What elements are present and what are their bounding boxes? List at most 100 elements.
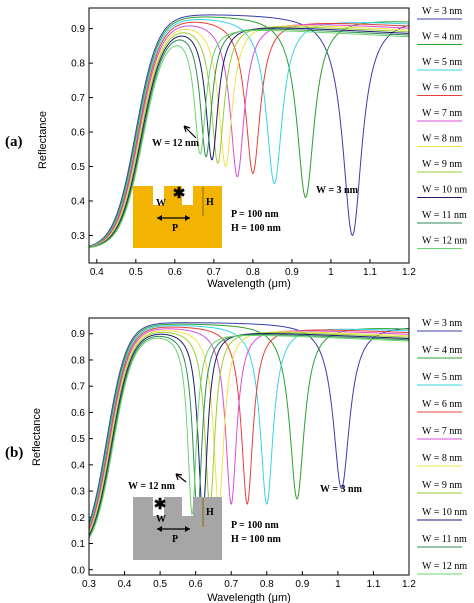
series-line (88, 334, 410, 539)
panel-b-w3-label: W = 3 nm (320, 484, 363, 495)
legend-label: W = 7 nm (422, 426, 462, 437)
legend-label: W = 9 nm (422, 480, 462, 491)
legend-label: W = 5 nm (422, 372, 462, 383)
panel-a-curves (88, 14, 410, 249)
x-tick-label: 1 (328, 267, 334, 278)
panel-b-label: (b) (5, 445, 23, 461)
panel-a-w12-arrow (183, 125, 197, 139)
panel-a: (a) Reflectance Wavelength (μm) 0.4 0.5 0.… (5, 6, 467, 290)
legend-label: W = 12 nm (422, 236, 467, 247)
panel-b-period-text: P = 100 nm (231, 520, 279, 531)
panel-b-inset-h-label: H (206, 507, 214, 518)
x-tick-label: 1.1 (366, 579, 380, 590)
panel-a-star-marker: ✱ (173, 186, 186, 202)
y-tick-label: 0.6 (71, 128, 85, 139)
series-line (88, 326, 410, 530)
x-tick-label: 0.8 (260, 579, 274, 590)
x-tick-label: 0.8 (246, 267, 260, 278)
series-line (88, 29, 410, 249)
x-tick-label: 0.9 (285, 267, 299, 278)
series-line (88, 25, 410, 248)
legend-label: W = 7 nm (422, 108, 462, 119)
panel-b-x-axis-label: Wavelength (μm) (207, 592, 291, 603)
panel-b-star-marker: ✱ (154, 497, 167, 513)
panel-b-ticks: 0.3 0.4 0.5 0.6 0.7 0.8 0.9 1 1.1 1.2 0.0 0.1 0.2 0.3… (71, 329, 416, 590)
series-line (88, 325, 410, 528)
panel-a-w3-label: W = 3 nm (316, 185, 359, 196)
series-line (88, 28, 410, 249)
panel-a-grating-shape (133, 186, 222, 248)
series-line (88, 322, 410, 524)
panel-b-plot-frame (88, 317, 410, 576)
x-tick-label: 0.5 (129, 267, 143, 278)
panel-a-ticks: 0.4 0.5 0.6 0.7 0.8 0.9 1 1.1 1.2 0.3 0.4 0.5 0.6 0.7… (71, 24, 416, 278)
x-tick-label: 0.9 (295, 579, 309, 590)
series-line (88, 328, 410, 532)
y-tick-label: 0.4 (71, 196, 85, 207)
y-tick-label: 0.2 (71, 513, 85, 524)
panel-b: (b) Reflectance Wavelength (μm) 0.3 0.4 0.… (5, 317, 467, 603)
y-tick-label: 0.8 (71, 355, 85, 366)
panel-b-w12-arrow (175, 473, 187, 483)
legend-label: W = 6 nm (422, 399, 462, 410)
y-tick-label: 0.6 (71, 408, 85, 419)
y-tick-label: 0.3 (71, 231, 85, 242)
panel-b-curves (88, 322, 410, 539)
series-line (88, 16, 410, 247)
legend-label: W = 9 nm (422, 159, 462, 170)
legend-label: W = 3 nm (422, 6, 462, 17)
legend-label: W = 10 nm (422, 507, 467, 518)
legend-label: W = 10 nm (422, 185, 467, 196)
panel-b-inset-structure: ✱ W H P (133, 497, 222, 560)
legend-label: W = 8 nm (422, 134, 462, 145)
legend-label: W = 11 nm (422, 534, 467, 545)
panel-a-inset-h-label: H (206, 197, 214, 208)
panel-a-w12-label: W = 12 nm (152, 138, 200, 149)
y-tick-label: 0.7 (71, 382, 85, 393)
panel-b-inset-w-label: W (156, 514, 166, 525)
legend-label: W = 3 nm (422, 318, 462, 329)
legend-label: W = 12 nm (422, 561, 467, 572)
x-tick-label: 0.7 (207, 267, 221, 278)
series-line (88, 14, 410, 247)
panel-b-height-text: H = 100 nm (231, 534, 282, 545)
y-tick-label: 0.9 (71, 329, 85, 340)
panel-b-w12-label: W = 12 nm (128, 481, 176, 492)
y-tick-label: 0.4 (71, 460, 85, 471)
panel-b-y-axis-label: Reflectance (31, 408, 43, 466)
legend-label: W = 6 nm (422, 83, 462, 94)
x-tick-label: 1.1 (363, 267, 377, 278)
x-tick-label: 0.4 (90, 267, 104, 278)
legend-label: W = 8 nm (422, 453, 462, 464)
x-tick-label: 0.4 (118, 579, 132, 590)
series-line (88, 21, 410, 248)
legend-label: W = 4 nm (422, 32, 462, 43)
panel-a-label: (a) (5, 134, 23, 150)
x-tick-label: 0.3 (82, 579, 96, 590)
y-tick-label: 0.5 (71, 434, 85, 445)
x-tick-label: 0.6 (189, 579, 203, 590)
series-line (88, 333, 410, 537)
x-tick-label: 0.5 (153, 579, 167, 590)
legend-label: W = 5 nm (422, 57, 462, 68)
y-tick-label: 0.0 (71, 565, 85, 576)
panel-a-inset-w-label: W (156, 198, 166, 209)
panel-a-plot-frame (88, 7, 410, 264)
y-tick-label: 0.3 (71, 487, 85, 498)
legend-label: W = 11 nm (422, 210, 467, 221)
x-tick-label: 1.2 (402, 267, 416, 278)
panel-a-x-axis-label: Wavelength (μm) (207, 278, 291, 290)
series-line (88, 26, 410, 248)
panel-a-inset-structure: ✱ W H P (133, 186, 222, 248)
panel-a-y-axis-label: Reflectance (37, 111, 49, 169)
panel-a-period-text: P = 100 nm (231, 209, 279, 220)
y-tick-label: 0.7 (71, 93, 85, 104)
series-line (88, 334, 410, 538)
x-tick-label: 0.6 (168, 267, 182, 278)
legend-label: W = 4 nm (422, 345, 462, 356)
series-line (88, 24, 410, 248)
panel-a-height-text: H = 100 nm (231, 223, 282, 234)
x-tick-label: 1 (335, 579, 341, 590)
y-tick-label: 0.5 (71, 162, 85, 173)
